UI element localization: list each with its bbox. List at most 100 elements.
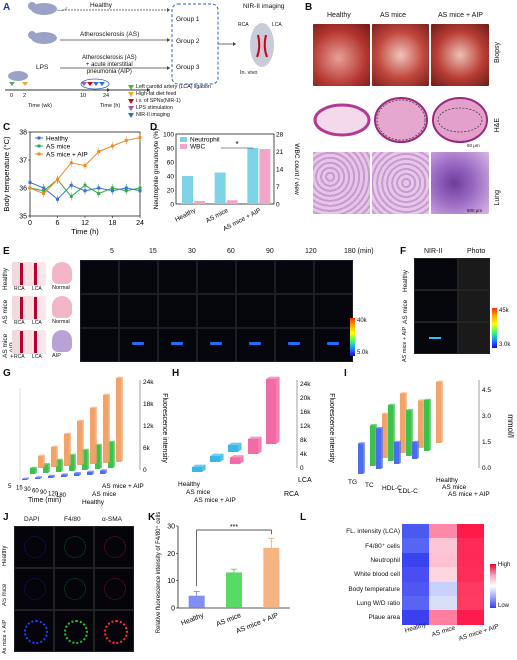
signal (171, 342, 183, 345)
heatmap-cell (429, 581, 457, 596)
z-axis-label: mmol/l (506, 414, 515, 438)
bar (228, 445, 238, 452)
vessel-ring (104, 620, 128, 644)
artery-illustration (12, 262, 46, 286)
x-tick-label: 180 (56, 493, 67, 499)
bar-side (105, 469, 107, 474)
col-as-aip: AS mice + AIP (438, 12, 483, 19)
z-tick-label: 24k (300, 381, 311, 388)
bar (38, 456, 43, 468)
fluorescence-tile (14, 610, 54, 652)
signal (132, 342, 144, 345)
bar (100, 470, 105, 474)
z-axis-label: Fluorescence intensity (328, 393, 335, 463)
fluorescence-tile (54, 610, 94, 652)
y2-tick-label: 0 (276, 202, 280, 209)
bar-top (116, 376, 123, 378)
healthy-label: Healthy (90, 2, 113, 9)
category-label: LDL-C (399, 488, 418, 495)
legend-label: Neutrophil (190, 137, 220, 144)
bar-top (230, 455, 244, 458)
artery-illustration (12, 296, 46, 320)
heatmap-cell (429, 538, 457, 553)
lung-label: AIP (52, 353, 61, 359)
scale-bar-500um: 500 μm (467, 208, 483, 213)
panel-a: A (0, 0, 300, 118)
x-tick-label: 5 (8, 484, 12, 490)
tick-10: 10 (80, 93, 87, 99)
x-tick-label: AS mice (205, 207, 230, 225)
legend-item: i.v. of SPNs(NIR-1) (128, 98, 211, 105)
data-point (69, 183, 73, 187)
y-tick-label: 40 (167, 174, 175, 181)
heatmap-cell (429, 596, 457, 611)
time-label: 180 (min) (344, 248, 374, 255)
group-2-label: Group 2 (176, 38, 200, 45)
colorbar-low: 3.0k (499, 342, 511, 348)
bar-wbc (194, 201, 205, 204)
row-lung: Lung (494, 190, 501, 206)
y-tick-label: 30 (167, 524, 175, 531)
he-sections (313, 97, 488, 143)
nir-frame (119, 294, 158, 328)
bar-top (412, 440, 419, 442)
bar (77, 421, 82, 465)
bar-side (27, 477, 29, 480)
photo-tile (458, 258, 490, 290)
bar-side (40, 476, 42, 479)
signal (249, 342, 261, 345)
bar (35, 477, 40, 479)
lung-as-aip (431, 152, 489, 214)
biopsy-as-aip (431, 24, 489, 86)
bar-side (238, 442, 242, 452)
data-point (124, 189, 128, 193)
data-point (97, 186, 101, 190)
legend-text: NIR-II imaging (136, 112, 170, 118)
panel-letter: A (3, 2, 11, 13)
signal (327, 342, 339, 345)
bar-wbc (226, 200, 238, 204)
row-as-mice: AS mice (2, 583, 8, 606)
bar-top (90, 406, 97, 408)
legend-item: High-fat diet feed (128, 91, 211, 98)
tick-2: 2 (23, 93, 27, 99)
nir-tile (414, 322, 458, 354)
bar-top (266, 376, 280, 379)
bar (376, 428, 381, 469)
heatmap-row-label: Body temperature (348, 585, 400, 593)
bar (388, 404, 393, 461)
bar (64, 434, 69, 466)
col-f480: F4/80 (64, 516, 81, 523)
y-axis-label: Neutrophile granulocyte (%) (153, 129, 160, 210)
nir-title: NIR-II imaging (243, 3, 285, 10)
legend-swatch (180, 137, 187, 142)
x-tick-label: 18 (109, 220, 117, 227)
legend-label: AS mice (46, 144, 71, 151)
col-nir: NIR-II (424, 248, 443, 255)
time-h-label: Time (h) (100, 103, 121, 109)
panel-d: D 0 20 40 60 80 100 0 7 14 21 28 Neutrophile granul… (150, 120, 302, 238)
bar (61, 474, 66, 477)
rca-label: RCA (14, 320, 25, 326)
heatmap-cell (402, 581, 430, 596)
legend-item: LPS stimulation (128, 105, 211, 112)
bar-side (108, 393, 110, 463)
y-tick-label: 0 (171, 606, 175, 613)
bar (248, 439, 258, 454)
bar-side (258, 436, 262, 454)
bar-top (400, 392, 407, 394)
bar (394, 441, 399, 464)
nir-frame (158, 294, 197, 328)
heatmap-cell (456, 596, 484, 611)
fluorescence-tile (94, 610, 134, 652)
time-label: 5 (110, 248, 114, 255)
bar (95, 445, 100, 469)
bar-side (95, 406, 97, 464)
bar-neutrophil (214, 172, 226, 204)
y-tick-label: 20 (167, 551, 175, 558)
data-point (56, 178, 59, 182)
z-tick-label: 3.0 (482, 413, 491, 420)
x-tick-label: 60 (32, 489, 39, 495)
vessel-ring (104, 578, 126, 600)
